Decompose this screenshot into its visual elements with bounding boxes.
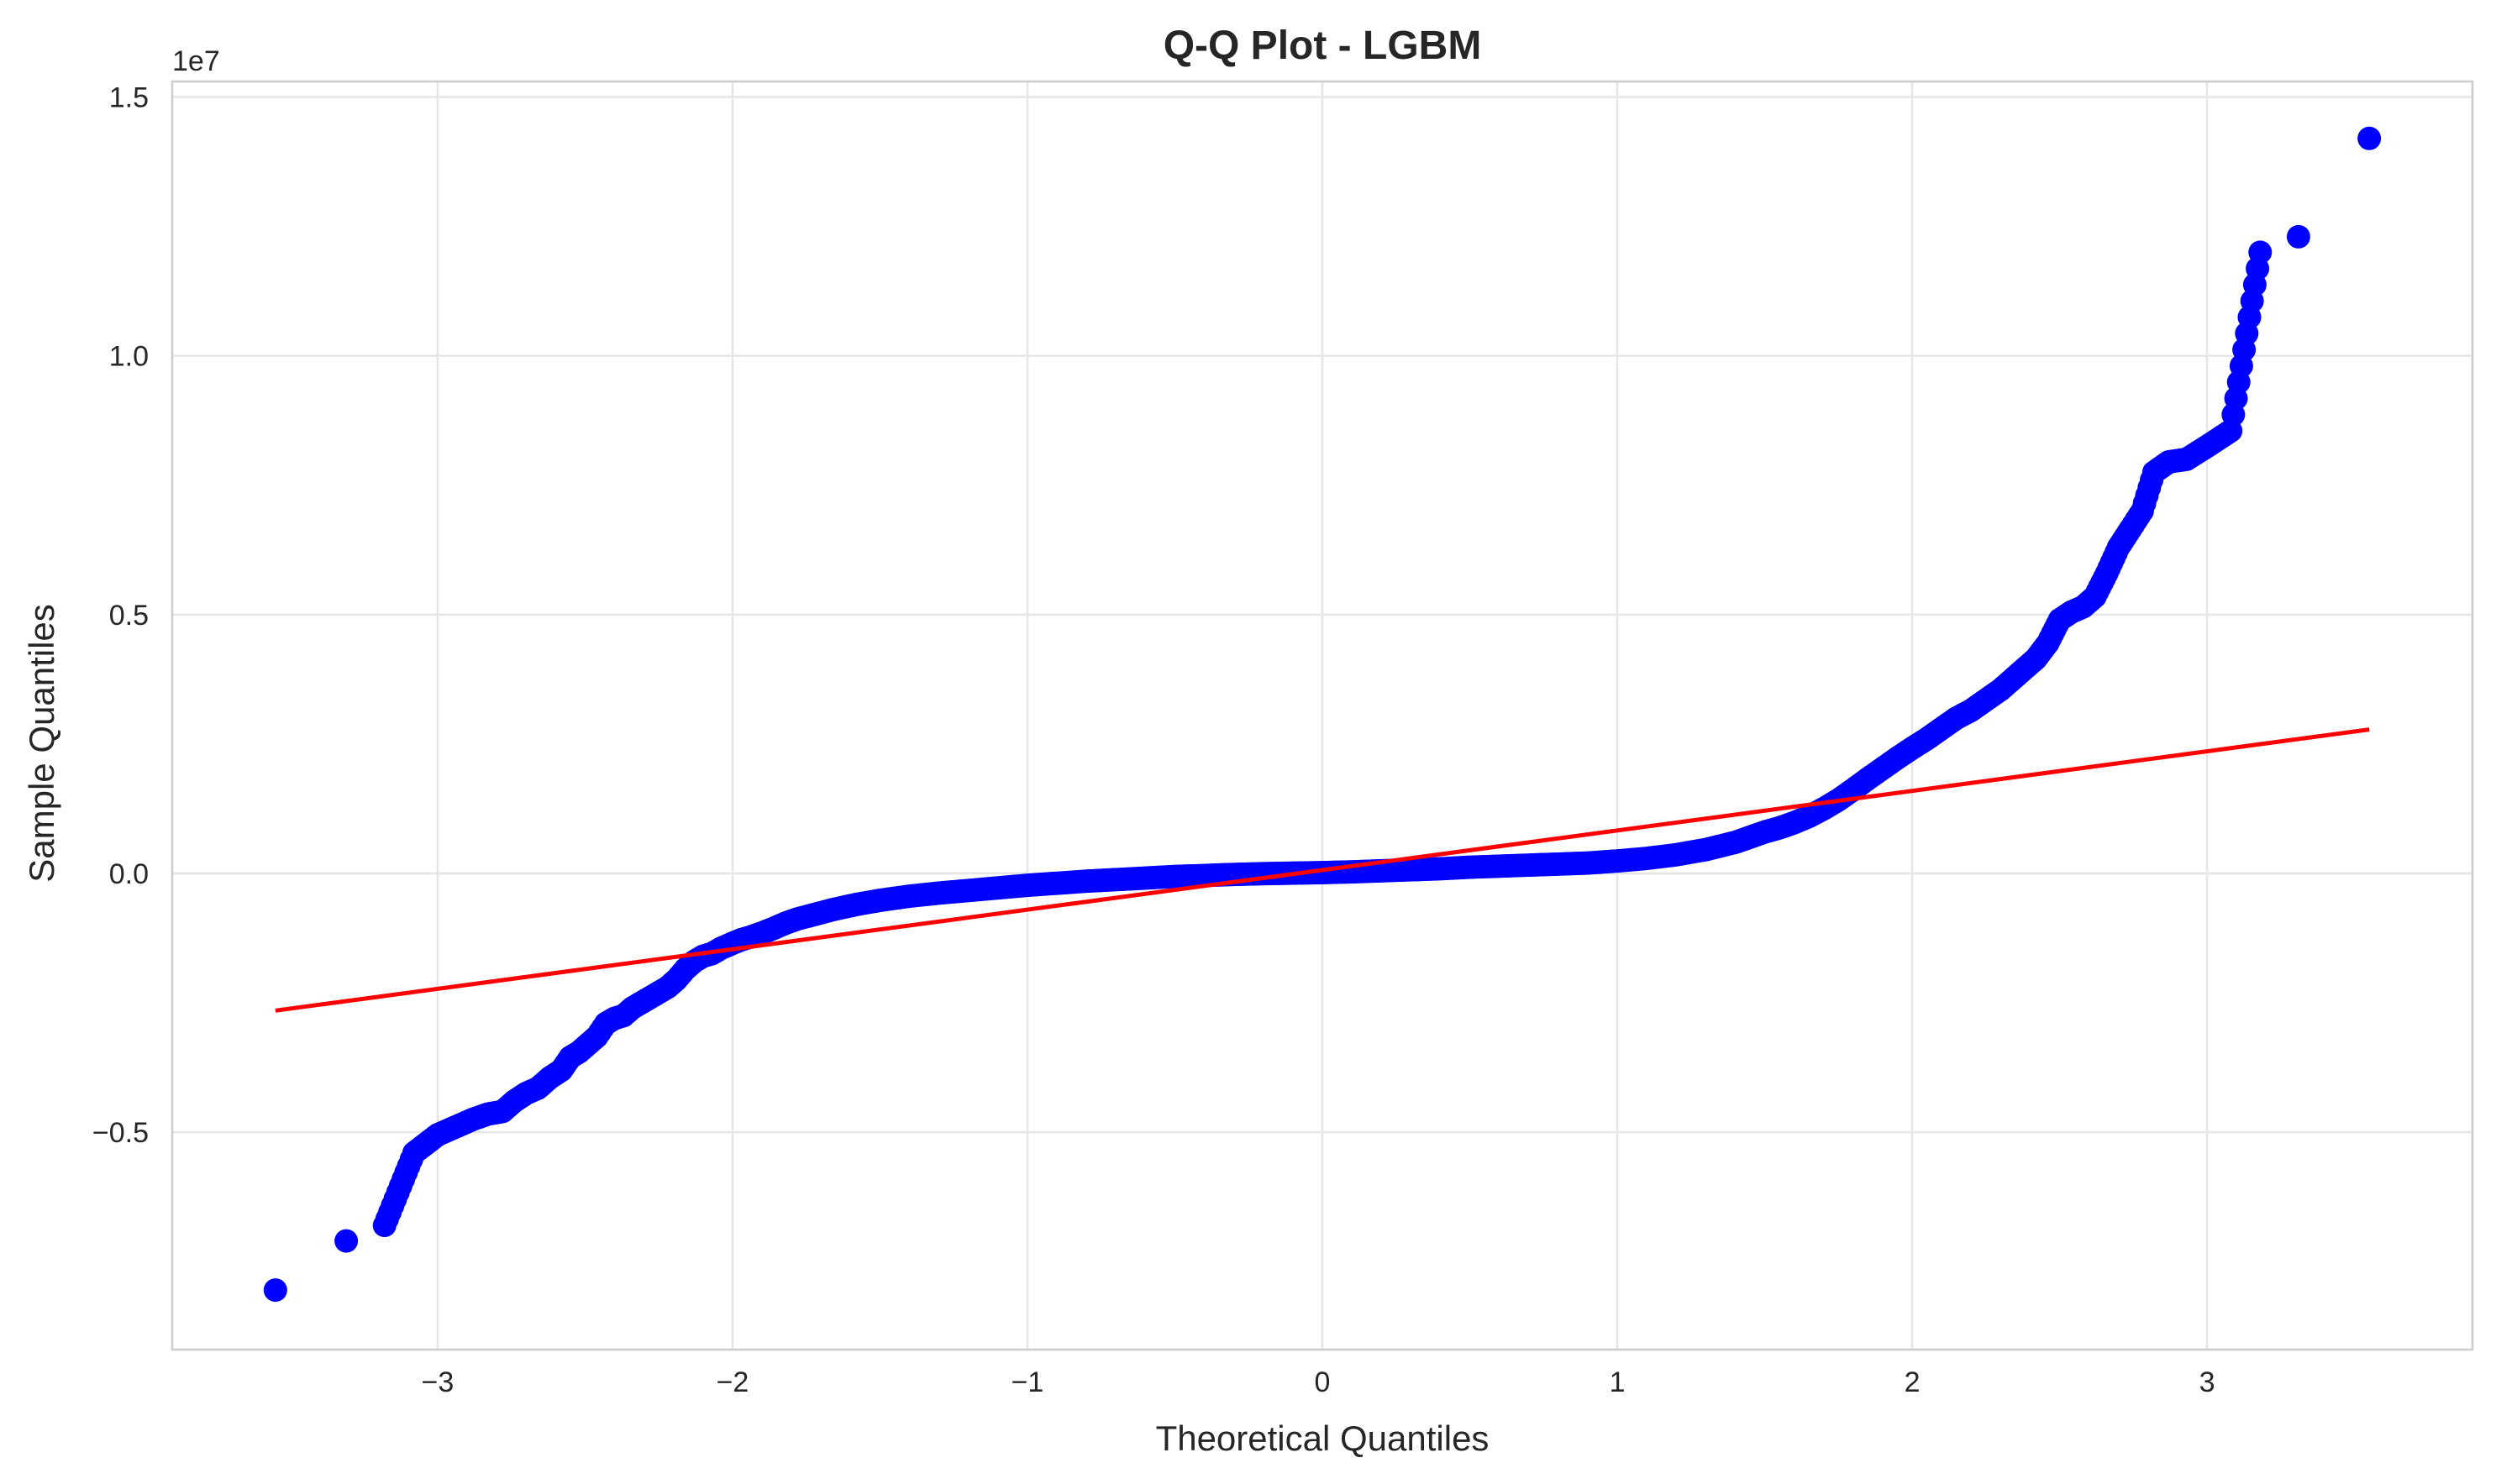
x-tick-label: 2 — [1905, 1366, 1921, 1398]
y-tick-label: 0.5 — [109, 600, 149, 632]
x-tick-label: 3 — [2199, 1366, 2215, 1398]
x-tick-label: 1 — [1610, 1366, 1626, 1398]
plot-frame — [171, 80, 2474, 1351]
data-point — [2357, 126, 2382, 150]
data-point — [2286, 224, 2310, 249]
y-axis-label: Sample Quantiles — [22, 604, 61, 883]
data-point — [2248, 240, 2273, 265]
reference-line — [275, 727, 2370, 1013]
y-tick-labels: −0.5 0.0 0.5 1.0 1.5 — [92, 81, 149, 1149]
y-tick-label: 1.5 — [109, 81, 149, 113]
y-tick-label: 0.0 — [109, 858, 149, 890]
x-tick-label: −1 — [1012, 1366, 1044, 1398]
y-axis-offset-text: 1e7 — [172, 45, 220, 77]
y-tick-label: 1.0 — [109, 341, 149, 373]
chart-title: Q-Q Plot - LGBM — [1164, 24, 1482, 68]
x-tick-label: 0 — [1315, 1366, 1331, 1398]
data-point — [263, 1278, 287, 1303]
x-tick-labels: −3 −2 −1 0 1 2 3 — [422, 1366, 2215, 1398]
x-tick-label: −3 — [422, 1366, 455, 1398]
y-tick-label: −0.5 — [92, 1117, 149, 1149]
reference-line-group — [275, 727, 2370, 1013]
data-point — [334, 1229, 359, 1253]
x-tick-label: −2 — [717, 1366, 749, 1398]
x-axis-label: Theoretical Quantiles — [1156, 1418, 1490, 1458]
